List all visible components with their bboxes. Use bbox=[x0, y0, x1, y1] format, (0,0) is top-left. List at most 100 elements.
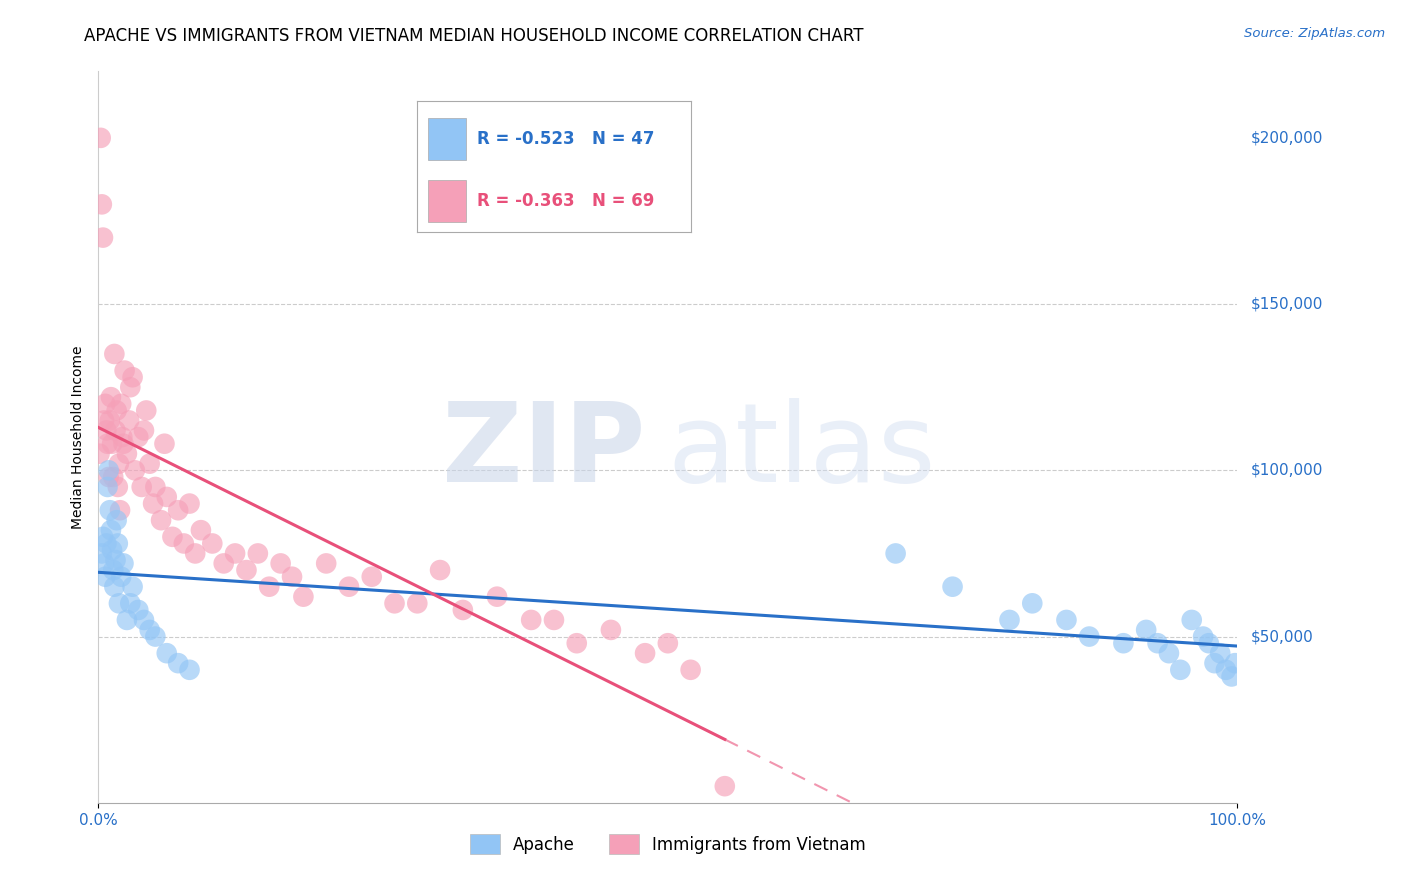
Point bbox=[679, 663, 702, 677]
Text: APACHE VS IMMIGRANTS FROM VIETNAM MEDIAN HOUSEHOLD INCOME CORRELATION CHART: APACHE VS IMMIGRANTS FROM VIETNAM MEDIAN… bbox=[84, 27, 863, 45]
Legend: Apache, Immigrants from Vietnam: Apache, Immigrants from Vietnam bbox=[464, 828, 872, 860]
Point bbox=[179, 497, 201, 511]
Point bbox=[98, 413, 121, 427]
Point bbox=[100, 523, 122, 537]
Point bbox=[120, 380, 142, 394]
Point bbox=[360, 570, 382, 584]
Point bbox=[132, 613, 155, 627]
Point bbox=[224, 546, 246, 560]
Point bbox=[97, 470, 120, 484]
Point bbox=[120, 596, 142, 610]
Point bbox=[406, 596, 429, 610]
Point bbox=[108, 457, 131, 471]
Point bbox=[657, 636, 679, 650]
Point bbox=[162, 530, 184, 544]
Point bbox=[121, 370, 143, 384]
Point bbox=[337, 580, 360, 594]
Point bbox=[112, 436, 135, 450]
Point bbox=[127, 603, 149, 617]
Point bbox=[998, 613, 1021, 627]
Point bbox=[103, 563, 125, 577]
Point bbox=[132, 424, 155, 438]
Point bbox=[167, 503, 190, 517]
Point bbox=[115, 447, 138, 461]
Text: $100,000: $100,000 bbox=[1251, 463, 1323, 478]
Point bbox=[91, 230, 114, 244]
Point bbox=[1192, 630, 1215, 644]
Point bbox=[97, 463, 120, 477]
Point bbox=[101, 543, 124, 558]
Point bbox=[107, 536, 129, 550]
Point bbox=[138, 623, 160, 637]
Point bbox=[90, 546, 112, 560]
Point bbox=[89, 447, 111, 461]
Point bbox=[201, 536, 224, 550]
Point bbox=[103, 347, 125, 361]
Point bbox=[150, 513, 173, 527]
Point bbox=[167, 656, 190, 670]
Point bbox=[145, 480, 167, 494]
Point bbox=[103, 470, 125, 484]
Point bbox=[565, 636, 588, 650]
Point bbox=[145, 630, 167, 644]
Text: $200,000: $200,000 bbox=[1251, 130, 1323, 145]
Point bbox=[135, 403, 157, 417]
Point bbox=[173, 536, 195, 550]
Point bbox=[520, 613, 543, 627]
Point bbox=[714, 779, 737, 793]
Point bbox=[142, 497, 165, 511]
Text: atlas: atlas bbox=[668, 398, 936, 505]
Point bbox=[429, 563, 451, 577]
Point bbox=[100, 390, 122, 404]
Point bbox=[108, 503, 131, 517]
Point bbox=[1220, 669, 1243, 683]
Point bbox=[91, 530, 114, 544]
Point bbox=[105, 403, 128, 417]
Point bbox=[156, 646, 179, 660]
Point bbox=[281, 570, 304, 584]
Point bbox=[104, 424, 127, 438]
Point bbox=[93, 557, 115, 571]
Point bbox=[105, 513, 128, 527]
Point bbox=[1135, 623, 1157, 637]
Point bbox=[1170, 663, 1192, 677]
Point bbox=[96, 536, 118, 550]
Point bbox=[315, 557, 337, 571]
Point bbox=[1198, 636, 1220, 650]
Point bbox=[112, 557, 135, 571]
Point bbox=[179, 663, 201, 677]
Point bbox=[110, 397, 132, 411]
Point bbox=[93, 413, 115, 427]
Y-axis label: Median Household Income: Median Household Income bbox=[70, 345, 84, 529]
Point bbox=[1209, 646, 1232, 660]
Point bbox=[127, 430, 149, 444]
Point bbox=[543, 613, 565, 627]
Point bbox=[246, 546, 269, 560]
Point bbox=[156, 490, 179, 504]
Point bbox=[1021, 596, 1043, 610]
Point bbox=[270, 557, 292, 571]
Point bbox=[107, 480, 129, 494]
Point bbox=[131, 480, 153, 494]
Point bbox=[1215, 663, 1237, 677]
Point bbox=[118, 413, 141, 427]
Point bbox=[1146, 636, 1168, 650]
Point bbox=[942, 580, 965, 594]
Text: $50,000: $50,000 bbox=[1251, 629, 1315, 644]
Point bbox=[384, 596, 406, 610]
Point bbox=[98, 503, 121, 517]
Point bbox=[486, 590, 509, 604]
Point bbox=[111, 430, 134, 444]
Point bbox=[1112, 636, 1135, 650]
Point bbox=[90, 131, 112, 145]
Point bbox=[1181, 613, 1204, 627]
Point bbox=[884, 546, 907, 560]
Point bbox=[451, 603, 474, 617]
Point bbox=[96, 436, 118, 450]
Point bbox=[96, 424, 118, 438]
Point bbox=[153, 436, 176, 450]
Point bbox=[1078, 630, 1101, 644]
Point bbox=[101, 436, 124, 450]
Point bbox=[108, 596, 131, 610]
Text: $150,000: $150,000 bbox=[1251, 297, 1323, 311]
